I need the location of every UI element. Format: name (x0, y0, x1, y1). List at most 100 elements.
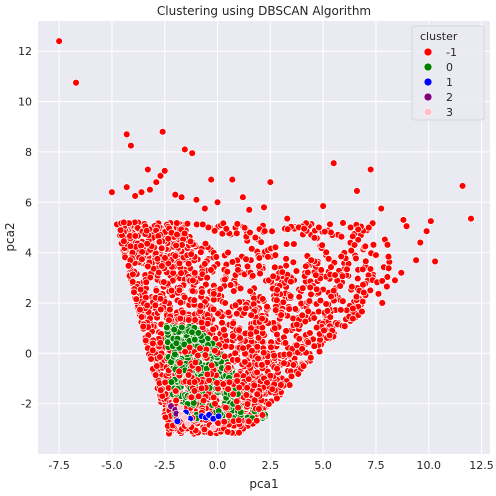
cluster-noise-point (248, 347, 256, 355)
cluster-noise-point (350, 241, 359, 249)
cluster-noise-point (273, 365, 281, 373)
cluster-noise-point (253, 390, 262, 398)
cluster-noise-point (378, 277, 386, 285)
cluster-noise-point (224, 308, 233, 317)
cluster-noise-point (131, 192, 139, 200)
cluster-noise-point (339, 219, 347, 227)
legend-marker (423, 62, 433, 72)
cluster-noise-point (209, 325, 217, 334)
cluster-noise-point (136, 305, 144, 314)
cluster-noise-point (304, 307, 312, 316)
cluster-noise-point (126, 242, 135, 251)
cluster-noise-point (242, 304, 250, 313)
cluster-noise-point (293, 320, 301, 329)
legend-label: 1 (446, 76, 453, 89)
cluster-noise-point (321, 227, 329, 236)
cluster-noise-point (233, 220, 242, 228)
legend-marker (423, 92, 433, 102)
cluster-noise-point (352, 292, 361, 301)
cluster-noise-point (416, 238, 425, 247)
cluster-noise-point (348, 232, 357, 241)
cluster-noise-point (264, 400, 273, 408)
cluster-noise-point (176, 298, 185, 307)
cluster-noise-point (327, 292, 335, 301)
cluster-noise-point (138, 255, 146, 264)
cluster-1-point (214, 412, 223, 420)
legend-label: -1 (446, 46, 457, 59)
cluster-noise-point (180, 293, 189, 302)
cluster-noise-point (293, 341, 301, 350)
cluster-noise-point (242, 391, 251, 399)
cluster-noise-point (243, 400, 252, 408)
cluster-noise-point (157, 244, 166, 253)
cluster-noise-point (285, 381, 294, 389)
cluster-noise-point (160, 167, 169, 175)
cluster-noise-point (225, 411, 233, 420)
cluster-noise-point (383, 282, 391, 291)
cluster-noise-point (197, 248, 205, 256)
cluster-noise-point (364, 223, 373, 232)
cluster-noise-point (354, 274, 362, 283)
cluster-noise-point (143, 239, 151, 248)
cluster-noise-point (326, 220, 334, 229)
cluster-noise-point (190, 296, 199, 304)
cluster-noise-point (326, 313, 335, 321)
cluster-noise-point (203, 370, 212, 379)
cluster-noise-point (229, 332, 237, 340)
cluster-noise-point (188, 149, 196, 157)
cluster-noise-point (175, 367, 183, 376)
cluster-3-point (176, 403, 185, 412)
cluster-noise-point (359, 280, 367, 289)
cluster-noise-point (324, 255, 333, 263)
cluster-noise-point (228, 258, 237, 266)
cluster-noise-point (258, 411, 267, 419)
cluster-noise-point (196, 344, 204, 353)
cluster-noise-point (280, 359, 288, 367)
cluster-noise-point (259, 295, 267, 303)
cluster-noise-point (226, 281, 235, 289)
cluster-noise-point (147, 355, 155, 363)
cluster-noise-point (198, 220, 207, 229)
cluster-noise-point (235, 383, 243, 392)
x-tick-label: 5.0 (314, 459, 332, 472)
cluster-noise-point (136, 285, 145, 294)
cluster-noise-point (181, 348, 189, 356)
cluster-noise-point (164, 259, 173, 268)
cluster-noise-point (301, 317, 310, 326)
cluster-noise-point (137, 313, 146, 321)
x-tick-label: -7.5 (48, 459, 69, 472)
cluster-noise-point (266, 178, 275, 186)
cluster-noise-point (254, 354, 262, 363)
cluster-noise-point (316, 296, 325, 305)
cluster-noise-point (306, 283, 314, 292)
cluster-noise-point (422, 227, 431, 235)
cluster-noise-point (203, 273, 211, 282)
legend-marker (423, 107, 433, 117)
cluster-noise-point (218, 319, 226, 327)
cluster-0-point (167, 378, 176, 386)
cluster-noise-point (236, 334, 244, 342)
cluster-noise-point (352, 254, 360, 263)
cluster-noise-point (131, 232, 140, 240)
cluster-noise-point (298, 284, 307, 292)
cluster-noise-point (467, 214, 475, 223)
cluster-noise-point (200, 425, 209, 434)
cluster-noise-point (245, 375, 253, 383)
cluster-noise-point (317, 266, 325, 274)
cluster-noise-point (220, 418, 229, 426)
cluster-noise-point (156, 295, 165, 303)
cluster-noise-point (369, 241, 378, 249)
cluster-noise-point (164, 234, 172, 243)
x-tick-labels: -7.5 -5.0 -2.5 0.0 2.5 5.0 7.5 10.0 12.5 (48, 459, 493, 472)
cluster-noise-point (353, 187, 361, 195)
cluster-noise-point (186, 237, 195, 246)
data-points (55, 37, 475, 438)
cluster-noise-point (245, 417, 253, 426)
cluster-noise-point (239, 193, 247, 201)
cluster-noise-point (362, 257, 370, 266)
cluster-noise-point (329, 159, 338, 167)
cluster-noise-point (137, 242, 145, 250)
legend-title: cluster (420, 30, 458, 43)
cluster-noise-point (190, 387, 199, 395)
